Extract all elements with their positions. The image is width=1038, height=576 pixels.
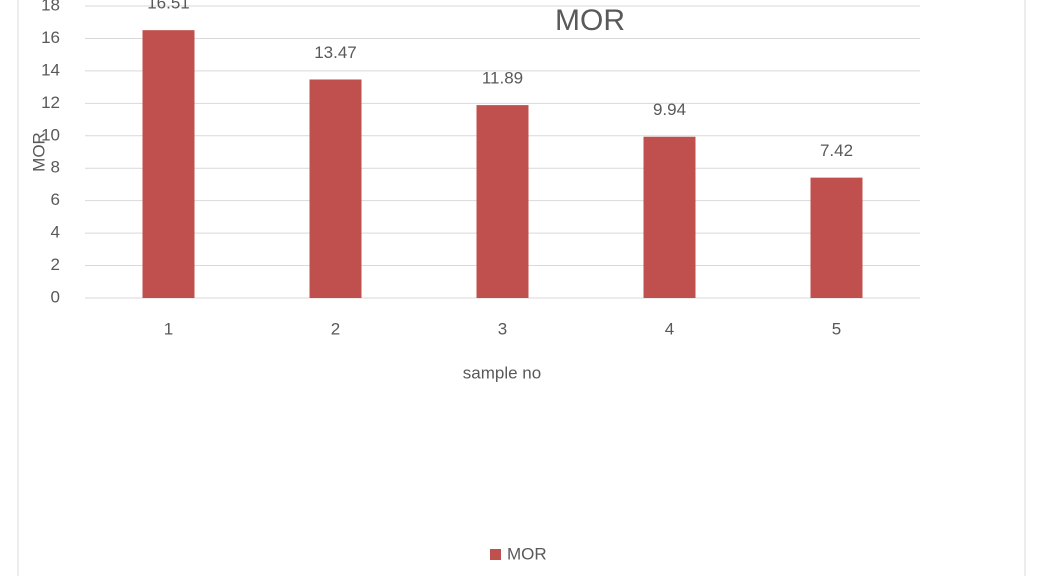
x-tick-label: 4: [665, 319, 674, 338]
y-tick-label: 16: [41, 28, 60, 47]
bar: [810, 177, 863, 298]
data-label: 11.89: [482, 69, 523, 88]
bar: [142, 30, 195, 298]
y-tick-label: 2: [51, 255, 60, 274]
y-tick-label: 0: [51, 287, 60, 306]
y-tick-label: 4: [51, 223, 60, 242]
data-label: 16.51: [147, 0, 190, 13]
x-tick-label: 3: [498, 319, 507, 338]
y-tick-label: 8: [51, 158, 60, 177]
data-label: 7.42: [820, 141, 853, 160]
y-tick-label: 18: [41, 0, 60, 14]
data-label: 13.47: [314, 43, 357, 62]
y-tick-label: 10: [41, 125, 60, 144]
y-tick-label: 14: [41, 60, 60, 79]
bar: [309, 79, 362, 298]
data-label: 9.94: [653, 100, 686, 119]
y-tick-label: 6: [51, 190, 60, 209]
bar: [476, 105, 529, 299]
legend-swatch: [490, 549, 501, 560]
chart-title: MOR: [555, 4, 625, 37]
y-axis-label: MOR: [29, 132, 48, 172]
x-tick-label: 1: [164, 319, 173, 338]
x-tick-label: 2: [331, 319, 340, 338]
x-tick-label: 5: [832, 319, 841, 338]
x-axis-label: sample no: [463, 363, 541, 382]
legend-label: MOR: [507, 544, 547, 563]
y-tick-label: 12: [41, 93, 60, 112]
bar: [643, 136, 696, 298]
